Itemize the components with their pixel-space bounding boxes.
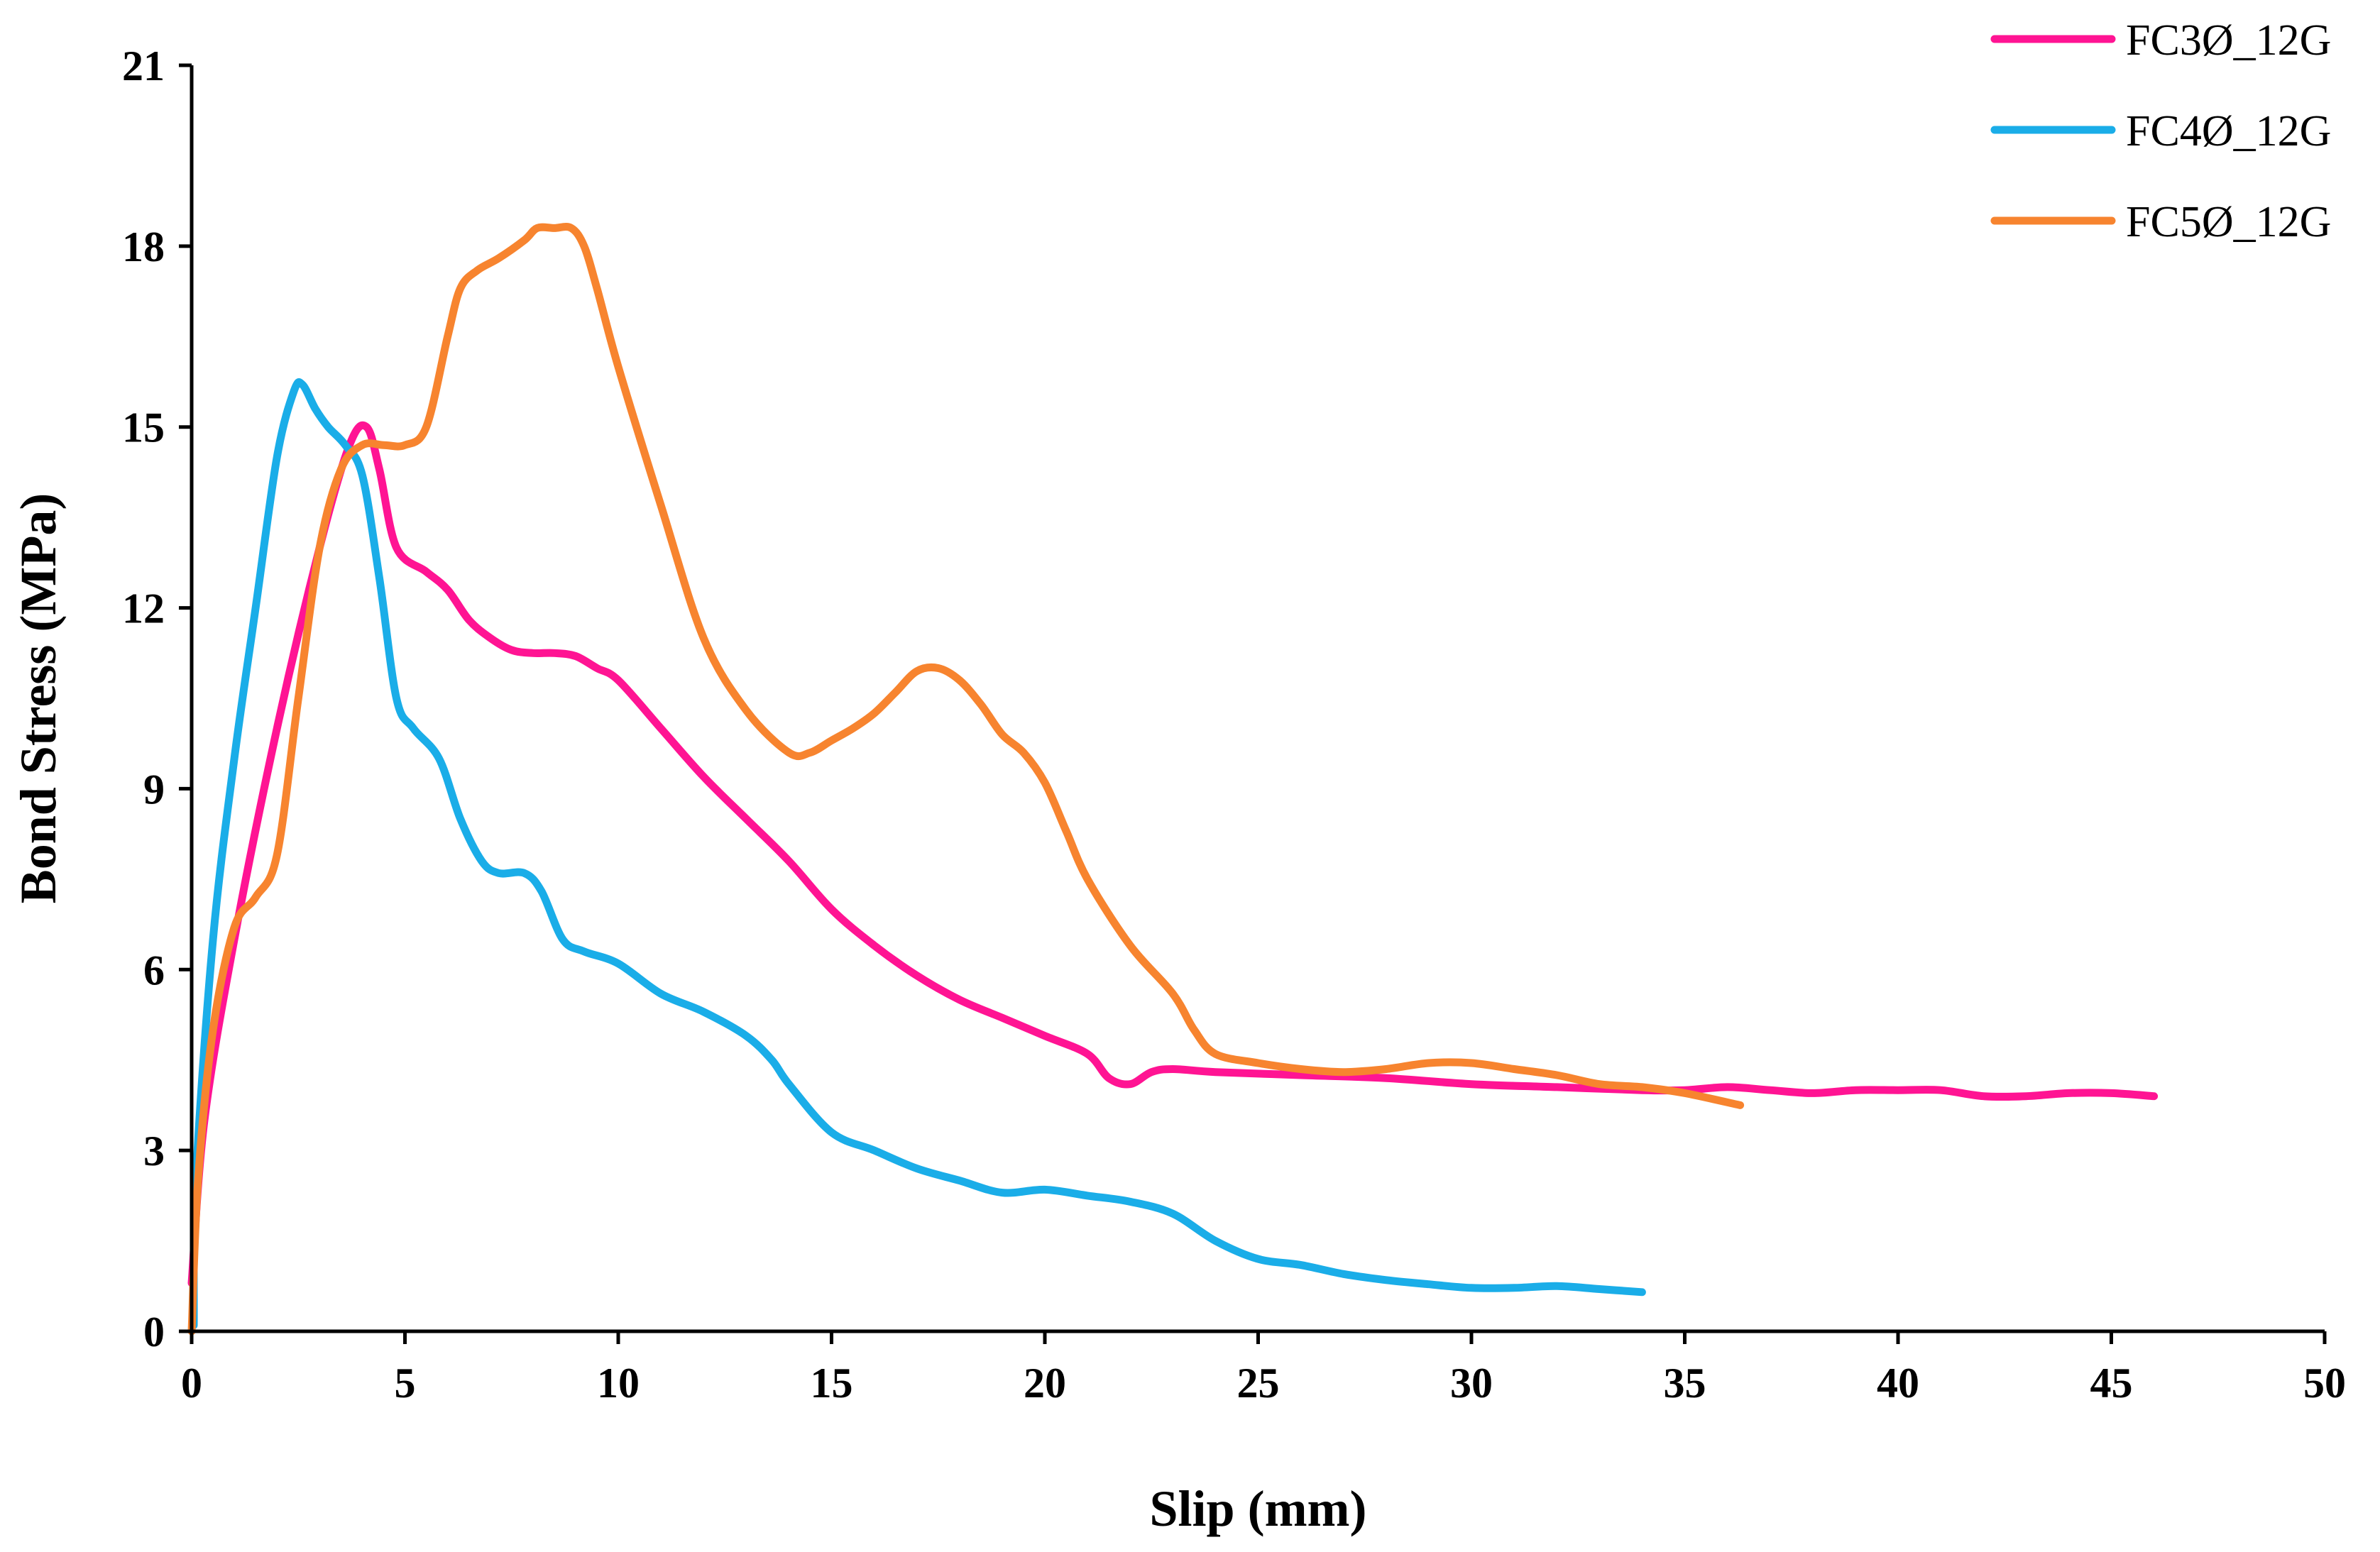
y-ticks: 0 3 6 9 12 15 18 21 — [122, 43, 192, 1355]
x-tick-label: 0 — [181, 1360, 202, 1407]
x-tick-label: 35 — [1664, 1360, 1706, 1407]
x-tick-label: 50 — [2303, 1360, 2346, 1407]
x-tick-label: 5 — [395, 1360, 416, 1407]
series-line-fc4-12g — [190, 378, 1646, 1329]
y-tick-label: 15 — [122, 404, 165, 451]
y-tick-label: 12 — [122, 585, 165, 632]
x-tick-label: 15 — [811, 1360, 853, 1407]
x-tick-label: 30 — [1450, 1360, 1493, 1407]
y-tick-label: 0 — [143, 1309, 165, 1355]
series-line-fc5-12g — [187, 223, 1745, 1336]
x-tick-label: 25 — [1237, 1360, 1280, 1407]
legend-label-fc5-12g: FC5Ø_12G — [2126, 198, 2331, 246]
y-axis-title: Bond Stress (MPa) — [10, 493, 67, 904]
x-tick-label: 45 — [2090, 1360, 2133, 1407]
y-tick-label: 18 — [122, 224, 165, 270]
y-tick-label: 9 — [143, 766, 165, 813]
x-ticks: 0 5 10 15 20 25 30 35 40 45 50 — [181, 1331, 2346, 1407]
series-line-fc3-12g — [187, 421, 2159, 1287]
x-tick-label: 20 — [1024, 1360, 1066, 1407]
y-tick-label: 21 — [122, 43, 165, 89]
y-tick-label: 3 — [143, 1128, 165, 1174]
y-tick-label: 6 — [143, 947, 165, 994]
x-tick-label: 40 — [1877, 1360, 1919, 1407]
legend: FC3Ø_12G FC4Ø_12G FC5Ø_12G — [1990, 16, 2331, 246]
legend-label-fc4-12g: FC4Ø_12G — [2126, 107, 2331, 155]
x-axis-title: Slip (mm) — [1150, 1480, 1367, 1537]
series-layer — [187, 223, 2159, 1336]
x-tick-label: 10 — [597, 1360, 640, 1407]
legend-label-fc3-12g: FC3Ø_12G — [2126, 16, 2331, 65]
